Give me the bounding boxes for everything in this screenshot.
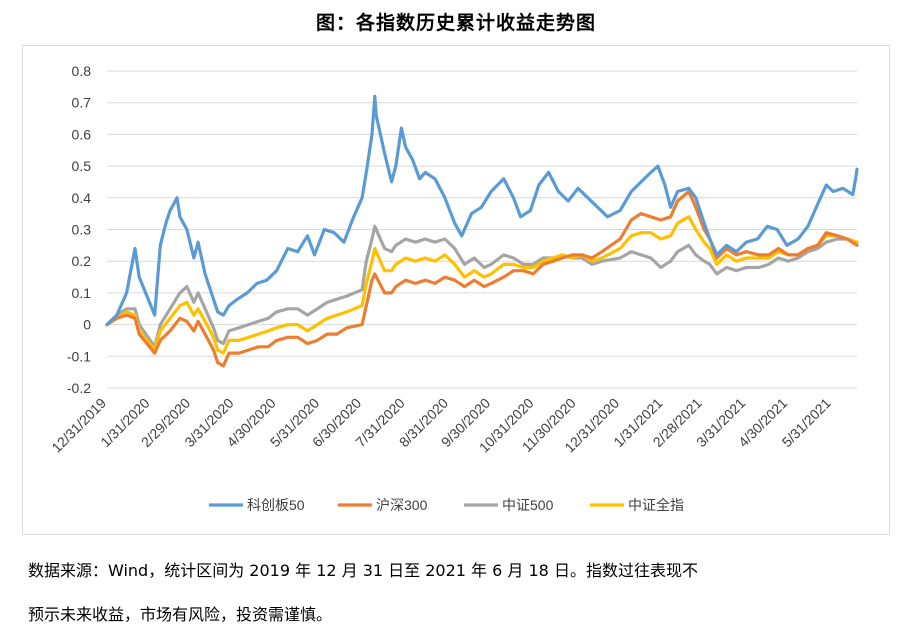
source-note-line-1: 数据来源：Wind，统计区间为 2019 年 12 月 31 日至 2021 年… <box>28 561 698 580</box>
chart-area: -0.2 -0.1 0 0.1 0.2 0.3 0.4 0.5 0.6 0.7 0.8 12/31/2… <box>22 45 890 535</box>
y-tick-label: 0.7 <box>72 95 92 111</box>
y-tick-label: -0.1 <box>67 348 91 364</box>
y-tick-label: 0.8 <box>72 63 92 79</box>
legend-label: 沪深300 <box>376 497 428 513</box>
y-tick-label: 0.2 <box>72 253 92 269</box>
legend-label: 中证500 <box>502 497 554 513</box>
y-tick-label: 0.5 <box>72 158 92 174</box>
line-chart: -0.2 -0.1 0 0.1 0.2 0.3 0.4 0.5 0.6 0.7 0.8 12/31/2… <box>48 63 859 513</box>
series-line-3 <box>105 224 859 349</box>
series-line-1 <box>105 94 859 327</box>
y-tick-label: 0.3 <box>72 222 92 238</box>
y-tick-label: -0.2 <box>67 380 91 396</box>
source-note-line-2: 预示未来收益，市场有风险，投资需谨慎。 <box>28 605 333 624</box>
y-tick-label: 0.6 <box>72 126 92 142</box>
y-tick-label: 0.4 <box>72 190 92 206</box>
x-tick-label: 12/31/2019 <box>48 395 109 456</box>
source-note: 数据来源：Wind，统计区间为 2019 年 12 月 31 日至 2021 年… <box>28 549 888 637</box>
legend-label: 科创板50 <box>247 497 305 513</box>
series-line-2 <box>105 189 859 368</box>
page-title: 图：各指数历史累计收益走势图 <box>315 12 596 34</box>
y-tick-label: 0.1 <box>72 285 92 301</box>
legend-label: 中证全指 <box>628 497 684 513</box>
series-line-4 <box>105 215 859 355</box>
y-tick-label: 0 <box>83 317 91 333</box>
